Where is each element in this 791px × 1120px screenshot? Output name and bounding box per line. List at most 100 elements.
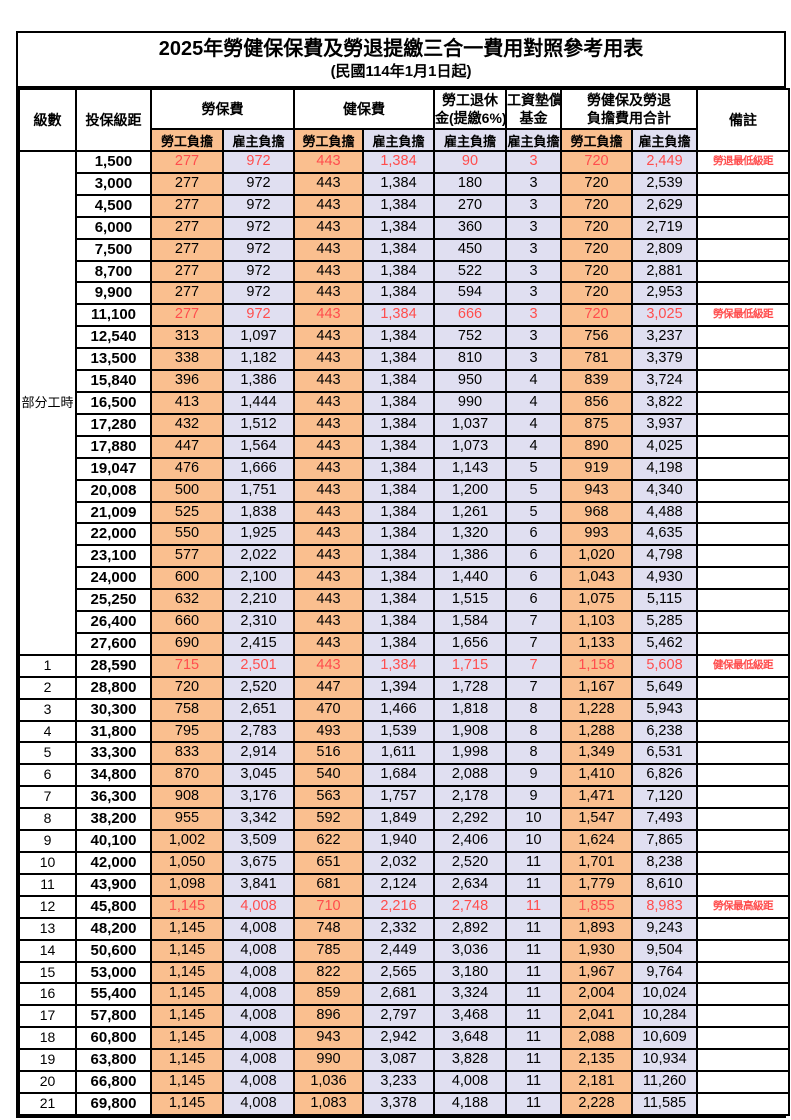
header-labor-insurance: 勞保費 <box>150 88 295 130</box>
fee-cell: 990 <box>293 1048 364 1073</box>
fee-cell: 1,624 <box>560 829 633 853</box>
fee-cell: 1,158 <box>560 653 633 678</box>
fee-cell: 10 <box>505 829 562 853</box>
table-row: 20 66,800 1,145 4,008 1,036 3,233 4,008 11 2,181… <box>18 1070 790 1094</box>
fee-cell: 3 <box>505 303 562 328</box>
remark-cell <box>696 500 790 525</box>
fee-cell: 919 <box>560 456 633 481</box>
table-title-box: 2025年勞健保保費及勞退提繳三合一費用對照參考用表 (民國114年1月1日起) <box>18 33 784 88</box>
bracket-cell: 25,250 <box>75 588 152 613</box>
fee-cell: 2,783 <box>222 719 295 744</box>
fee-cell: 1,728 <box>433 675 507 700</box>
fee-cell: 1,384 <box>362 522 435 547</box>
bracket-cell: 24,000 <box>75 566 152 591</box>
fee-cell: 413 <box>150 390 224 415</box>
fee-cell: 972 <box>222 303 295 328</box>
fee-cell: 443 <box>293 522 364 547</box>
fee-table-body: 部分工時 1,500 277 972 443 1,384 90 3 720 2,449 勞退最低級距… <box>18 150 790 1116</box>
remark-cell <box>696 237 790 262</box>
fee-cell: 4,008 <box>222 982 295 1007</box>
fee-cell: 943 <box>293 1026 364 1051</box>
fee-cell: 748 <box>293 916 364 941</box>
remark-cell <box>696 193 790 218</box>
level-cell: 5 <box>18 741 77 766</box>
remark-cell: 勞保最低級距 <box>696 303 790 328</box>
remark-cell <box>696 916 790 941</box>
fee-cell: 1,075 <box>560 588 633 613</box>
fee-cell: 443 <box>293 610 364 634</box>
fee-cell: 1,384 <box>362 566 435 591</box>
fee-cell: 2,032 <box>362 851 435 875</box>
fee-cell: 1,930 <box>560 938 633 963</box>
fee-cell: 1,384 <box>362 631 435 656</box>
fee-cell: 443 <box>293 237 364 262</box>
fee-cell: 2,449 <box>362 938 435 963</box>
fee-cell: 3 <box>505 215 562 240</box>
bracket-cell: 69,800 <box>75 1091 152 1116</box>
fee-cell: 470 <box>293 697 364 722</box>
fee-cell: 1,133 <box>560 631 633 656</box>
subheader-employer: 雇主負擔 <box>222 128 295 152</box>
bracket-cell: 26,400 <box>75 610 152 634</box>
fee-cell: 2,406 <box>433 829 507 853</box>
fee-cell: 2,634 <box>433 872 507 897</box>
fee-cell: 4,008 <box>222 1004 295 1029</box>
fee-cell: 1,349 <box>560 741 633 766</box>
level-cell: 8 <box>18 807 77 832</box>
fee-cell: 277 <box>150 237 224 262</box>
table-row: 8 38,200 955 3,342 592 1,849 2,292 10 1,547 7,493 <box>18 807 790 832</box>
fee-cell: 660 <box>150 610 224 634</box>
fee-cell: 10 <box>505 807 562 832</box>
fee-cell: 2,210 <box>222 588 295 613</box>
fee-cell: 540 <box>293 763 364 788</box>
table-row: 3 30,300 758 2,651 470 1,466 1,818 8 1,228 5,943 <box>18 697 790 722</box>
fee-cell: 3,025 <box>631 303 698 328</box>
fee-cell: 3,087 <box>362 1048 435 1073</box>
fee-cell: 1,167 <box>560 675 633 700</box>
bracket-cell: 16,500 <box>75 390 152 415</box>
remark-cell <box>696 544 790 569</box>
fee-cell: 3,237 <box>631 325 698 350</box>
fee-cell: 277 <box>150 259 224 284</box>
header-bracket: 投保級距 <box>75 88 152 152</box>
table-row: 部分工時 1,500 277 972 443 1,384 90 3 720 2,449 勞退最低級距 <box>18 150 790 656</box>
table-row: 5 33,300 833 2,914 516 1,611 1,998 8 1,349 6,531 <box>18 741 790 766</box>
remark-cell <box>696 281 790 306</box>
fee-cell: 3,045 <box>222 763 295 788</box>
fee-cell: 443 <box>293 500 364 525</box>
remark-cell <box>696 369 790 393</box>
bracket-cell: 50,600 <box>75 938 152 963</box>
fee-cell: 11 <box>505 1070 562 1094</box>
remark-cell <box>696 741 790 766</box>
fee-cell: 833 <box>150 741 224 766</box>
fee-cell: 1,515 <box>433 588 507 613</box>
fee-cell: 9,243 <box>631 916 698 941</box>
page-subtitle: (民國114年1月1日起) <box>330 63 472 80</box>
fee-cell: 3 <box>505 259 562 284</box>
fee-cell: 651 <box>293 851 364 875</box>
bracket-cell: 4,500 <box>75 193 152 218</box>
fee-cell: 4,008 <box>222 916 295 941</box>
subheader-employee: 勞工負擔 <box>560 128 633 152</box>
table-row: 20,008 500 1,751 443 1,384 1,200 5 943 4,340 <box>19 478 790 503</box>
fee-cell: 3,841 <box>222 872 295 897</box>
fee-cell: 1,998 <box>433 741 507 766</box>
fee-cell: 1,384 <box>362 653 435 678</box>
bracket-cell: 30,300 <box>75 697 152 722</box>
fee-cell: 1,288 <box>560 719 633 744</box>
bracket-cell: 36,300 <box>75 785 152 810</box>
fee-cell: 4,798 <box>631 544 698 569</box>
fee-cell: 3 <box>505 171 562 196</box>
fee-cell: 785 <box>293 938 364 963</box>
fee-cell: 720 <box>560 303 633 328</box>
fee-cell: 1,384 <box>362 478 435 503</box>
remark-cell <box>696 763 790 788</box>
fee-cell: 720 <box>560 171 633 196</box>
bracket-cell: 23,100 <box>75 544 152 569</box>
fee-cell: 4,488 <box>631 500 698 525</box>
fee-cell: 1,611 <box>362 741 435 766</box>
fee-cell: 592 <box>293 807 364 832</box>
fee-cell: 11 <box>505 938 562 963</box>
fee-cell: 4,188 <box>433 1091 507 1116</box>
